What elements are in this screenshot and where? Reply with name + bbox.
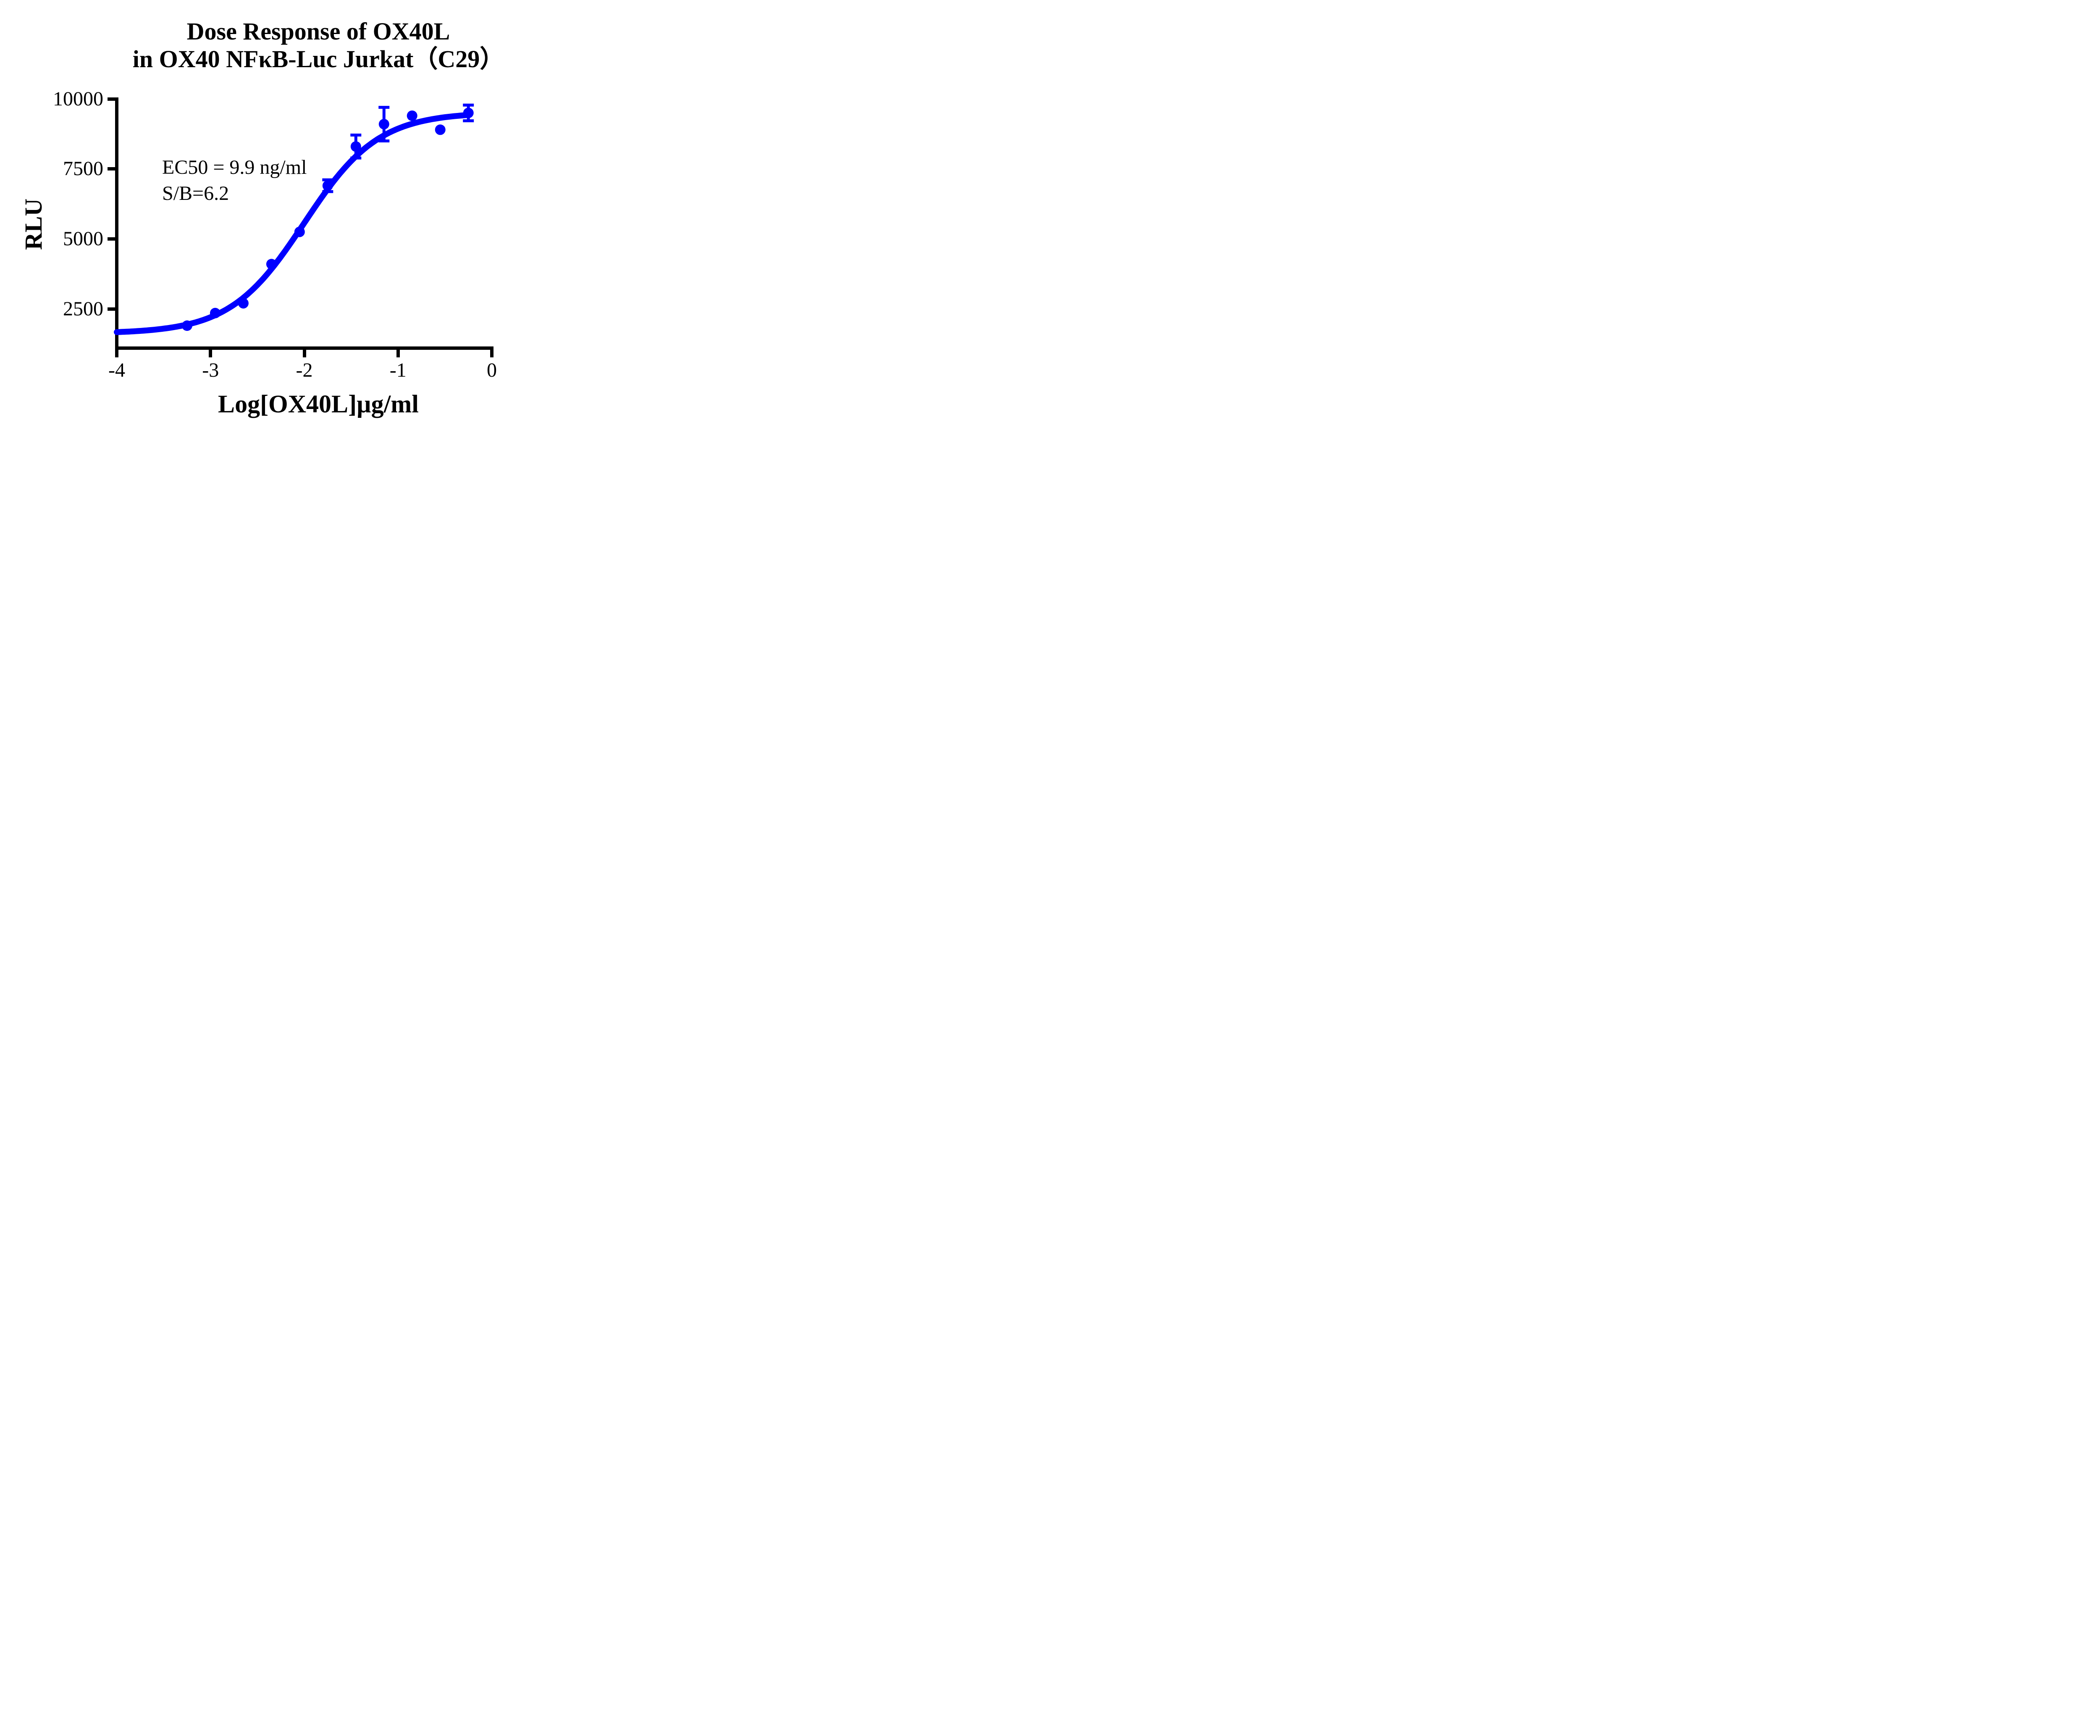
y-tick-mark [108, 97, 115, 101]
fit-curve [114, 112, 470, 335]
chart-title: Dose Response of OX40L in OX40 NFκB-Luc … [117, 18, 520, 73]
x-tick-label: 0 [487, 359, 497, 381]
data-point [238, 298, 249, 309]
data-point [350, 141, 361, 152]
y-tick-mark [108, 167, 115, 171]
y-tick-label: 7500 [63, 157, 103, 180]
x-tick-mark [302, 350, 306, 357]
data-point [294, 226, 305, 237]
x-tick-label: -2 [296, 359, 313, 381]
ec50-annotation: EC50 = 9.9 ng/ml S/B=6.2 [162, 155, 307, 207]
x-tick-label: -1 [389, 359, 407, 381]
x-tick-mark [490, 350, 494, 357]
data-point [463, 108, 474, 118]
data-point [378, 119, 389, 130]
x-tick-label: -4 [108, 359, 125, 381]
dose-response-chart: Dose Response of OX40L in OX40 NFκB-Luc … [0, 0, 549, 434]
y-tick-mark [108, 237, 115, 241]
x-tick-mark [396, 350, 400, 357]
x-axis-spine [115, 346, 494, 350]
y-tick-label: 2500 [63, 297, 103, 320]
plot-area [114, 103, 474, 335]
x-tick-mark [115, 350, 118, 357]
y-tick-label: 10000 [53, 87, 103, 110]
ec50-value: EC50 = 9.9 ng/ml [162, 156, 307, 178]
data-point [181, 320, 192, 331]
data-point [210, 308, 220, 318]
x-tick-mark [209, 350, 213, 357]
chart-title-line1: Dose Response of OX40L [186, 18, 450, 45]
signal-background-ratio: S/B=6.2 [162, 182, 229, 205]
data-point [266, 259, 277, 270]
chart-title-line2: in OX40 NFκB-Luc Jurkat（C29） [132, 45, 504, 73]
x-axis-title: Log[OX40L]µg/ml [218, 390, 419, 418]
y-axis-spine [115, 97, 118, 357]
y-tick-label: 5000 [63, 227, 103, 250]
y-tick-mark [108, 307, 115, 311]
data-point [407, 110, 417, 121]
x-tick-label: -3 [202, 359, 219, 381]
data-point [322, 180, 333, 191]
data-point [435, 124, 446, 135]
